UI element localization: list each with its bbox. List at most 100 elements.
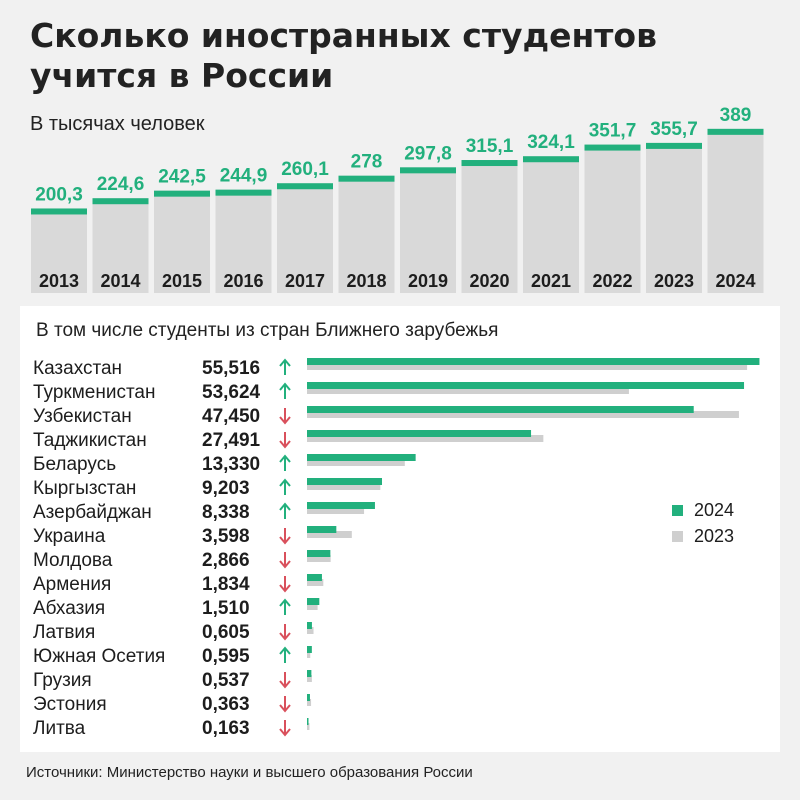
- bar-2024: [307, 382, 745, 389]
- country-label: Казахстан: [33, 358, 122, 379]
- arrow-down-icon: [279, 408, 291, 425]
- arrow-up-icon: [279, 454, 291, 471]
- bar-2023: [307, 411, 739, 418]
- arrow-down-icon: [279, 432, 291, 449]
- year-bar: [154, 190, 210, 293]
- country-label: Украина: [33, 526, 106, 547]
- year-bar-cap: [215, 189, 272, 196]
- bar-2023: [307, 555, 331, 562]
- arrow-head: [279, 632, 291, 641]
- year-bar-cap: [461, 160, 518, 167]
- bar-2023: [307, 363, 748, 370]
- year-bar-cap: [277, 183, 333, 190]
- arrow-head: [279, 728, 291, 737]
- year-bar: [277, 183, 333, 293]
- year-tick-label: 2013: [39, 271, 79, 291]
- bar-2023: [307, 699, 312, 706]
- yearly-bar-chart: 200,3 2013 224,6 2014 242,5 2015 244,9 2016 260,…: [31, 105, 764, 293]
- arrow-down-icon: [279, 720, 291, 737]
- country-label: Эстония: [33, 694, 107, 715]
- year-tick-label: 2023: [654, 271, 694, 291]
- year-bar-cap: [92, 198, 149, 205]
- year-bar: [92, 198, 149, 293]
- arrow-down-icon: [279, 624, 291, 641]
- bar-2024: [307, 694, 310, 701]
- country-value-label: 2,866: [202, 550, 250, 571]
- year-bar-cap: [646, 142, 702, 149]
- panel-title: В том числе студенты из стран Ближнего з…: [36, 320, 499, 341]
- year-tick-label: 2021: [531, 271, 571, 291]
- bar-2023: [307, 387, 629, 394]
- arrow-up-icon: [279, 478, 291, 495]
- country-value-label: 0,595: [202, 646, 250, 667]
- year-bar: [584, 144, 641, 293]
- legend-swatch: [672, 505, 683, 516]
- arrow-head: [279, 382, 291, 391]
- country-value-label: 47,450: [202, 406, 260, 427]
- year-bar: [400, 167, 456, 293]
- arrow-head: [279, 440, 291, 449]
- legend-swatch: [672, 531, 683, 542]
- year-bar: [646, 142, 702, 293]
- bar-2023: [307, 579, 324, 586]
- arrow-head: [279, 704, 291, 713]
- bar-2024: [307, 358, 760, 365]
- bar-2024: [307, 622, 312, 629]
- bar-2024: [307, 406, 694, 413]
- bar-2024: [307, 478, 383, 485]
- bar-2023: [307, 435, 544, 442]
- source-note: Источники: Министерство науки и высшего …: [26, 764, 473, 781]
- bar-2024: [307, 550, 331, 557]
- bar-2023: [307, 507, 365, 514]
- arrow-head: [279, 416, 291, 425]
- country-label: Грузия: [33, 670, 92, 691]
- year-value-label: 260,1: [281, 159, 329, 180]
- year-tick-label: 2019: [408, 271, 448, 291]
- country-value-label: 8,338: [202, 502, 250, 523]
- arrow-head: [279, 358, 291, 367]
- year-bar-cap: [400, 167, 456, 174]
- arrow-head: [279, 478, 291, 487]
- country-value-label: 0,363: [202, 694, 250, 715]
- bar-2023: [307, 603, 318, 610]
- country-label: Узбекистан: [33, 406, 132, 427]
- country-label: Беларусь: [33, 454, 116, 475]
- arrow-head: [279, 584, 291, 593]
- arrow-down-icon: [279, 576, 291, 593]
- bar-2023: [307, 459, 405, 466]
- year-tick-label: 2014: [100, 271, 140, 291]
- bar-2024: [307, 670, 312, 677]
- bar-2024: [307, 718, 309, 725]
- country-value-label: 9,203: [202, 478, 250, 499]
- arrow-up-icon: [279, 382, 291, 399]
- bar-2023: [307, 627, 314, 634]
- bar-2024: [307, 598, 320, 605]
- arrow-head: [279, 680, 291, 689]
- country-value-label: 13,330: [202, 454, 260, 475]
- arrow-up-icon: [279, 646, 291, 663]
- year-tick-label: 2017: [285, 271, 325, 291]
- bar-2023: [307, 675, 312, 682]
- year-tick-label: 2015: [162, 271, 202, 291]
- bar-2023: [307, 483, 381, 490]
- year-value-label: 278: [351, 152, 383, 173]
- year-tick-label: 2022: [592, 271, 632, 291]
- year-value-label: 224,6: [97, 174, 145, 195]
- year-tick-label: 2020: [469, 271, 509, 291]
- bar-2024: [307, 574, 322, 581]
- country-value-label: 0,605: [202, 622, 250, 643]
- country-label: Армения: [33, 574, 111, 595]
- year-tick-label: 2018: [346, 271, 386, 291]
- year-value-label: 200,3: [35, 184, 83, 205]
- arrow-down-icon: [279, 528, 291, 545]
- bar-2024: [307, 526, 337, 533]
- year-value-label: 351,7: [589, 121, 637, 142]
- bar-2024: [307, 430, 532, 437]
- country-label: Кыргызстан: [33, 478, 136, 499]
- year-bar-cap: [523, 156, 579, 163]
- country-value-label: 0,163: [202, 718, 250, 739]
- bar-2024: [307, 454, 416, 461]
- bar-2023: [307, 651, 311, 658]
- arrow-head: [279, 536, 291, 545]
- year-tick-label: 2016: [223, 271, 263, 291]
